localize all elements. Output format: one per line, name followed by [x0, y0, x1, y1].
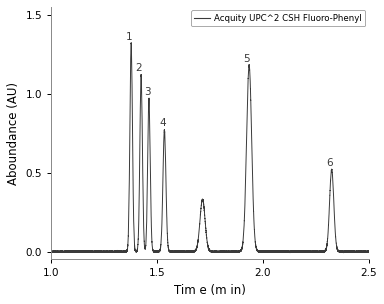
Text: 6: 6: [326, 158, 333, 168]
Text: 1: 1: [125, 32, 132, 42]
Y-axis label: Aboundance (AU): Aboundance (AU): [7, 82, 20, 185]
X-axis label: Tim e (m in): Tim e (m in): [174, 284, 246, 297]
Text: 4: 4: [159, 119, 166, 129]
Text: 5: 5: [243, 54, 250, 64]
Text: 3: 3: [144, 87, 151, 97]
Text: 2: 2: [135, 63, 142, 73]
Legend: Acquity UPC^2 CSH Fluoro-Phenyl: Acquity UPC^2 CSH Fluoro-Phenyl: [191, 10, 365, 26]
